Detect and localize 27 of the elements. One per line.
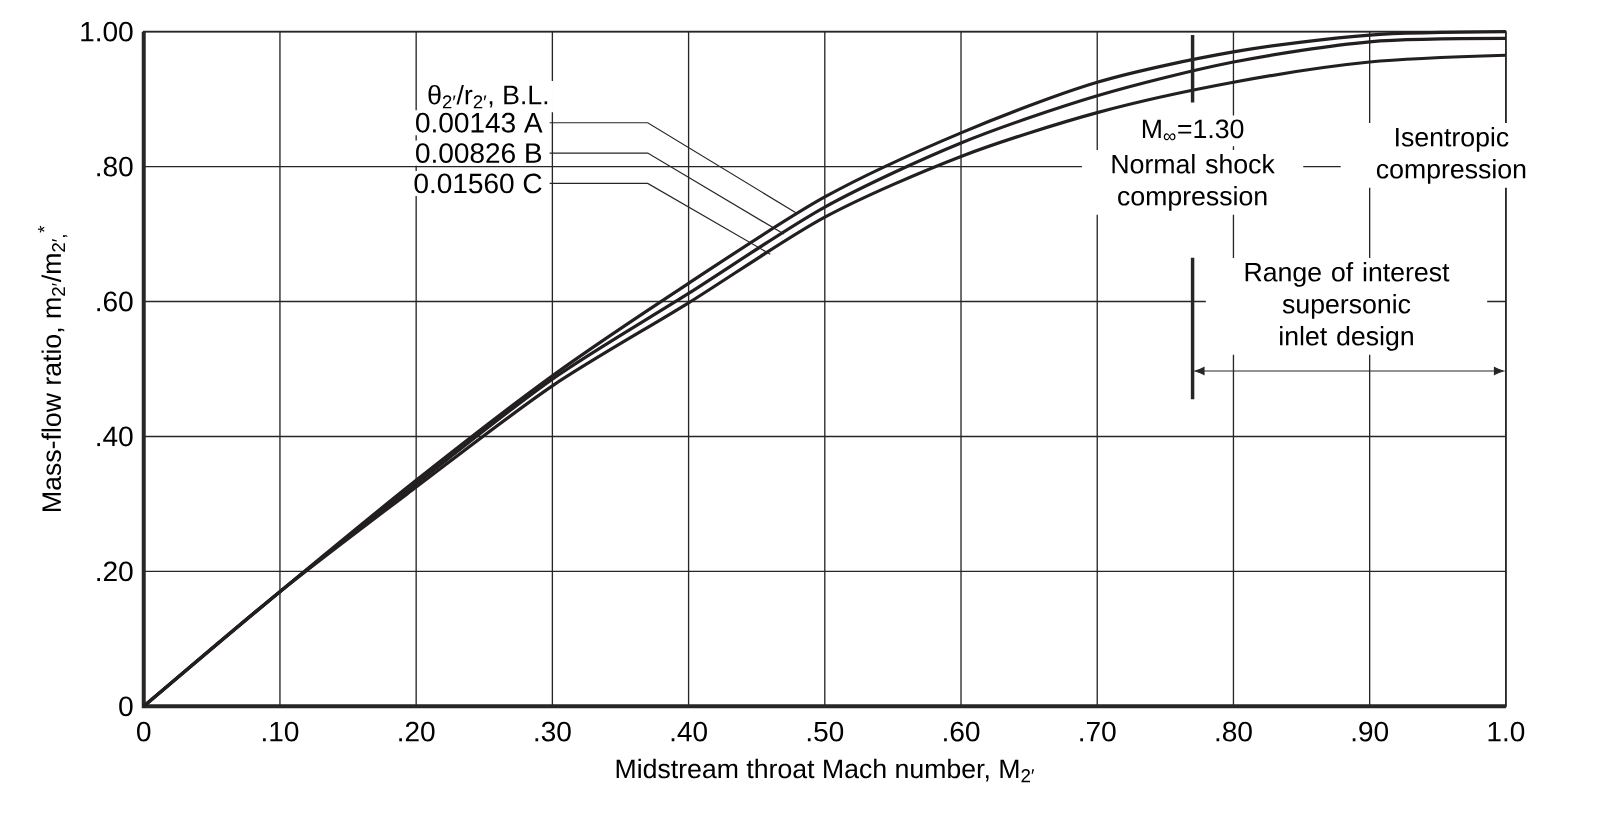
x-tick-label: 1.0 xyxy=(1488,721,1525,742)
x-tick-label: .60 xyxy=(944,721,980,742)
annotation: Normal shock compression xyxy=(1112,153,1275,211)
annotation: 0.00143 A xyxy=(416,112,543,133)
x-tick-label: .80 xyxy=(1216,721,1252,742)
y-axis-title: Mass-flow ratio, m$_{2′}$/m$_{2′,}$* xyxy=(37,225,68,511)
y-tick-label: .40 xyxy=(97,426,133,447)
annotation: 0.00826 B xyxy=(416,143,542,164)
annotation: Isentropic compression xyxy=(1376,127,1526,184)
x-tick-label: .20 xyxy=(399,721,435,742)
x-tick-label: .40 xyxy=(671,721,707,742)
annotation: 0.01560 C xyxy=(414,173,542,194)
x-tick-label: .10 xyxy=(263,721,299,742)
annotation: Range of interest supersonic inlet design xyxy=(1245,261,1450,351)
annotation: M$_{∞}$=1.30 xyxy=(1142,119,1244,141)
x-tick-label: .70 xyxy=(1080,721,1116,742)
y-tick-label: 0 xyxy=(119,696,133,717)
x-tick-label: .50 xyxy=(807,721,844,742)
x-tick-label: .30 xyxy=(535,721,571,742)
y-tick-label: .60 xyxy=(97,291,133,312)
x-axis-title: Midstream throat Mach number, M$_{2′}$ xyxy=(616,758,1035,783)
x-tick-label: 0 xyxy=(137,721,151,742)
y-tick-label: .80 xyxy=(97,156,133,177)
x-tick-label: .90 xyxy=(1352,721,1389,742)
y-tick-label: .20 xyxy=(97,561,133,582)
annotation: θ$_{2′}$/r$_{2′}$, B.L. xyxy=(428,84,548,109)
y-tick-label: 1.00 xyxy=(81,21,133,42)
